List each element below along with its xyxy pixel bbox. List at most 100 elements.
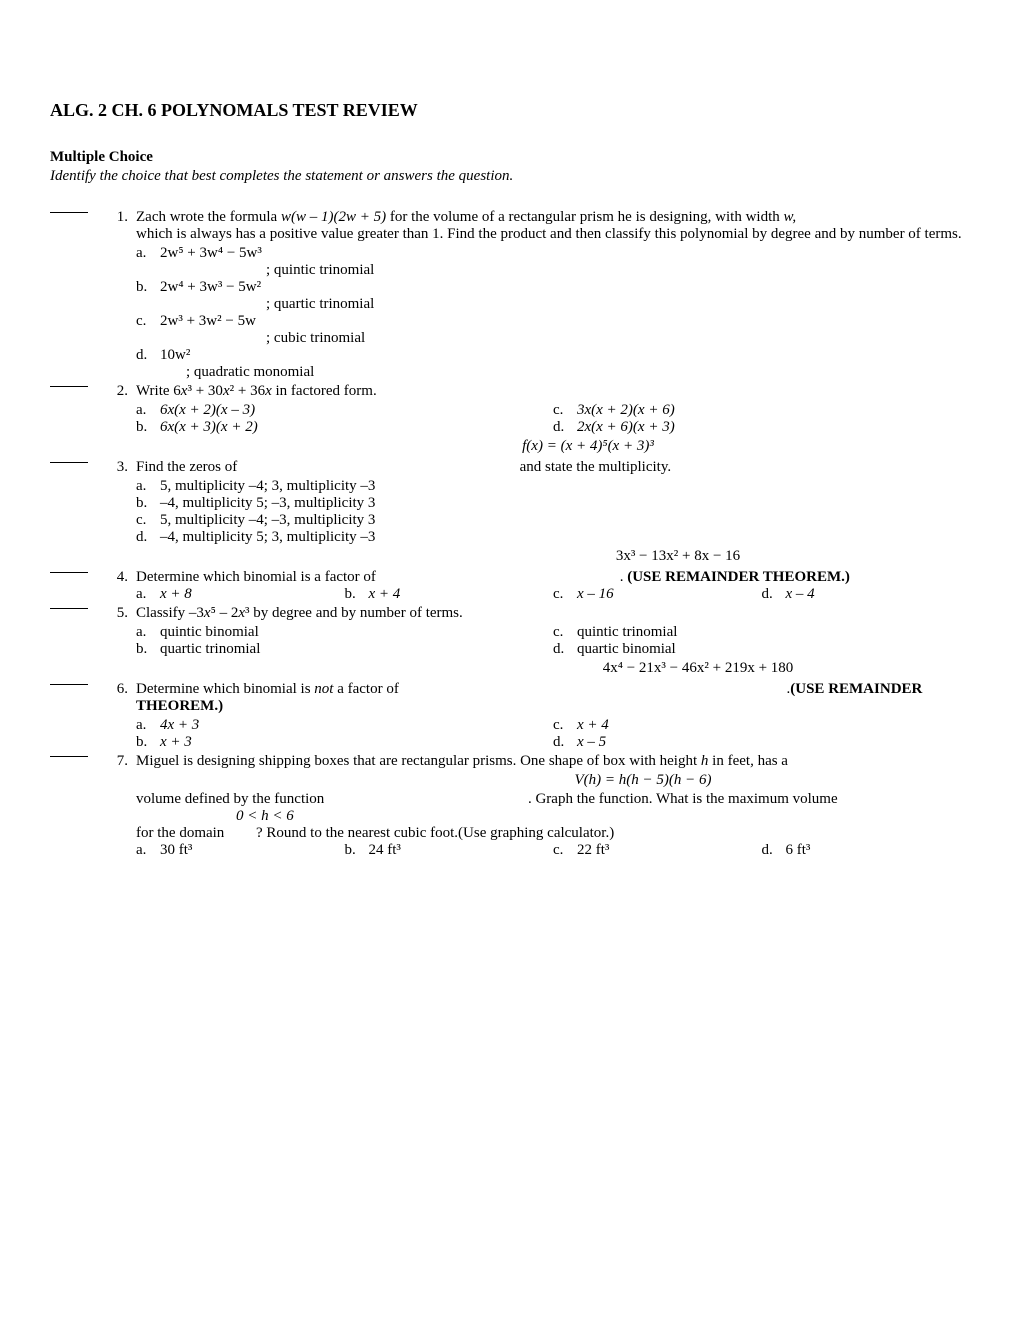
question-number: 3. bbox=[100, 459, 128, 476]
answer-blank[interactable] bbox=[50, 684, 88, 685]
question-body: Miguel is designing shipping boxes that … bbox=[136, 753, 970, 859]
answer-blank[interactable] bbox=[50, 386, 88, 387]
choice-d: d. 2x(x + 6)(x + 3) bbox=[553, 419, 970, 436]
question-number: 5. bbox=[100, 605, 128, 622]
choice-a: a. 4x + 3 bbox=[136, 717, 553, 734]
answer-blank[interactable] bbox=[50, 572, 88, 573]
choice-letter: c. bbox=[553, 402, 577, 419]
choice-a: a.x + 8 bbox=[136, 586, 345, 603]
stem-text: ³ by degree and by number of terms. bbox=[245, 605, 463, 621]
question-body: Write 6x³ + 30x² + 36x in factored form.… bbox=[136, 383, 970, 457]
choice-text: quintic binomial bbox=[160, 624, 553, 641]
choice-d: d.x – 4 bbox=[762, 586, 971, 603]
question-4: 4. Determine which binomial is a factor … bbox=[50, 569, 970, 603]
question-number: 4. bbox=[100, 569, 128, 586]
stem-text: Determine which binomial is bbox=[136, 681, 314, 697]
answer-blank[interactable] bbox=[50, 756, 88, 757]
choice-letter: d. bbox=[136, 347, 160, 364]
question-3: 3. Find the zeros of and state the multi… bbox=[50, 459, 970, 567]
question-body: Determine which binomial is not a factor… bbox=[136, 681, 970, 751]
choice-text: –4, multiplicity 5; 3, multiplicity –3 bbox=[160, 529, 970, 546]
centered-expr: 0 < h < 6 bbox=[236, 808, 970, 825]
answer-blank[interactable] bbox=[50, 212, 88, 213]
choice-desc: ; quartic trinomial bbox=[266, 296, 970, 313]
stem-text: ? Round to the nearest cubic foot.(Use g… bbox=[256, 825, 614, 841]
choice-letter: c. bbox=[136, 313, 160, 330]
choice-letter: b. bbox=[136, 734, 160, 751]
choice-text: –4, multiplicity 5; –3, multiplicity 3 bbox=[160, 495, 970, 512]
stem-text: volume defined by the function bbox=[136, 791, 528, 808]
choice-d: d.6 ft³ bbox=[762, 842, 971, 859]
stem-not: not bbox=[314, 681, 333, 697]
question-number: 6. bbox=[100, 681, 128, 698]
question-number: 1. bbox=[100, 209, 128, 226]
section-instructions: Identify the choice that best completes … bbox=[50, 168, 970, 185]
choice-b: b. x + 3 bbox=[136, 734, 553, 751]
question-body: Find the zeros of and state the multipli… bbox=[136, 459, 970, 567]
choice-c: c. quintic trinomial bbox=[553, 624, 970, 641]
choice-c: c. x + 4 bbox=[553, 717, 970, 734]
choice-c: c. 5, multiplicity –4; –3, multiplicity … bbox=[136, 512, 970, 529]
stem-text: . Graph the function. What is the maximu… bbox=[528, 791, 838, 807]
choice-desc: ; quintic trinomial bbox=[266, 262, 970, 279]
choice-letter: a. bbox=[136, 717, 160, 734]
choice-b: b. –4, multiplicity 5; –3, multiplicity … bbox=[136, 495, 970, 512]
choice-text: quintic trinomial bbox=[577, 624, 970, 641]
question-body: Classify –3x⁵ – 2x³ by degree and by num… bbox=[136, 605, 970, 679]
question-6: 6. Determine which binomial is not a fac… bbox=[50, 681, 970, 751]
choice-letter: b. bbox=[345, 586, 369, 603]
stem-text: Classify –3 bbox=[136, 605, 204, 621]
stem-text: in factored form. bbox=[272, 383, 377, 399]
choice-c: c. 3x(x + 2)(x + 6) bbox=[553, 402, 970, 419]
choice-text: 3x(x + 2)(x + 6) bbox=[577, 402, 970, 419]
choice-letter: a. bbox=[136, 402, 160, 419]
choice-text: 6x(x + 2)(x – 3) bbox=[160, 402, 553, 419]
stem-text: Zach wrote the formula bbox=[136, 209, 281, 225]
choice-letter: b. bbox=[136, 495, 160, 512]
answer-blank[interactable] bbox=[50, 462, 88, 463]
choice-text: 4x + 3 bbox=[160, 717, 553, 734]
stem-text: Write 6 bbox=[136, 383, 181, 399]
choice-text: quartic binomial bbox=[577, 641, 970, 658]
choice-letter: d. bbox=[762, 586, 786, 603]
choice-b: b.24 ft³ bbox=[345, 842, 554, 859]
question-body: Determine which binomial is a factor of … bbox=[136, 569, 970, 603]
choice-text: x + 4 bbox=[369, 586, 401, 603]
choice-letter: c. bbox=[553, 624, 577, 641]
stem-text: ⁵ – 2 bbox=[211, 605, 239, 621]
choice-c: c.x – 16 bbox=[553, 586, 762, 603]
question-7: 7. Miguel is designing shipping boxes th… bbox=[50, 753, 970, 859]
choice-letter: d. bbox=[762, 842, 786, 859]
choice-desc: ; quadratic monomial bbox=[186, 364, 970, 381]
choice-text: 30 ft³ bbox=[160, 842, 192, 859]
question-2: 2. Write 6x³ + 30x² + 36x in factored fo… bbox=[50, 383, 970, 457]
choice-letter: a. bbox=[136, 245, 160, 262]
choice-text: x + 3 bbox=[160, 734, 553, 751]
choice-letter: c. bbox=[553, 842, 577, 859]
question-1: 1. Zach wrote the formula w(w – 1)(2w + … bbox=[50, 209, 970, 381]
answer-blank[interactable] bbox=[50, 608, 88, 609]
choice-text: x – 4 bbox=[786, 586, 815, 603]
centered-expr: 4x⁴ − 21x³ − 46x² + 219x + 180 bbox=[426, 660, 970, 677]
choice-text: 24 ft³ bbox=[369, 842, 401, 859]
choice-letter: a. bbox=[136, 624, 160, 641]
stem-var: x bbox=[265, 383, 272, 399]
choice-text: 5, multiplicity –4; 3, multiplicity –3 bbox=[160, 478, 970, 495]
question-number: 2. bbox=[100, 383, 128, 400]
question-5: 5. Classify –3x⁵ – 2x³ by degree and by … bbox=[50, 605, 970, 679]
choice-text: 6x(x + 3)(x + 2) bbox=[160, 419, 553, 436]
choice-letter: d. bbox=[136, 529, 160, 546]
choice-a: a. 5, multiplicity –4; 3, multiplicity –… bbox=[136, 478, 970, 495]
choice-letter: d. bbox=[553, 419, 577, 436]
stem-formula: w(w – 1)(2w + 5) bbox=[281, 209, 386, 225]
choice-d: d. x – 5 bbox=[553, 734, 970, 751]
choice-b: b. 6x(x + 3)(x + 2) bbox=[136, 419, 553, 436]
section-label: Multiple Choice bbox=[50, 149, 970, 166]
choice-text: 22 ft³ bbox=[577, 842, 609, 859]
choice-a: a. quintic binomial bbox=[136, 624, 553, 641]
choice-a: a. 6x(x + 2)(x – 3) bbox=[136, 402, 553, 419]
choice-d: d. –4, multiplicity 5; 3, multiplicity –… bbox=[136, 529, 970, 546]
choice-b: b.x + 4 bbox=[345, 586, 554, 603]
choice-text: 6 ft³ bbox=[786, 842, 811, 859]
choice-expr: 2w⁵ + 3w⁴ − 5w³ bbox=[160, 245, 970, 262]
